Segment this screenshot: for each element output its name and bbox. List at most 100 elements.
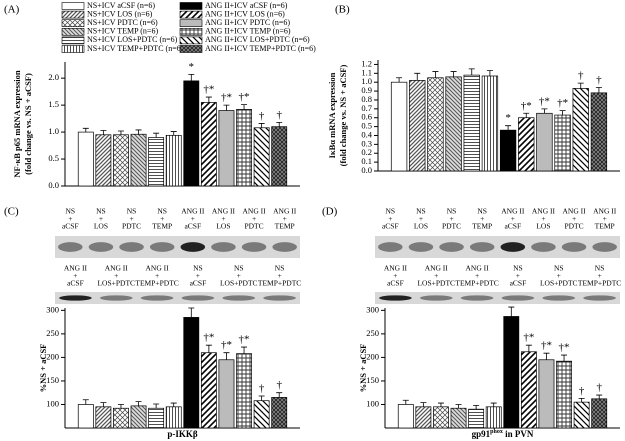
blot-lane-label: TEMP+PDTC xyxy=(578,279,621,288)
blot-band xyxy=(241,242,267,252)
y-tick-label: 300 xyxy=(46,304,59,314)
error-bar xyxy=(541,108,548,114)
blot-band xyxy=(379,295,412,301)
blot-lane-label: LOS xyxy=(414,222,428,231)
significance-marker: † xyxy=(276,379,282,391)
y-tick-label: 150 xyxy=(46,375,59,385)
legend-label: ANG II+ICV LOS+PDTC (n=6) xyxy=(205,35,310,44)
significance-marker: †* xyxy=(239,91,250,103)
significance-marker: †* xyxy=(557,97,568,109)
blot-lane-label: TEMP+PDTC xyxy=(258,279,301,288)
blot-band xyxy=(59,295,92,301)
significance-marker: †* xyxy=(221,92,232,104)
blot-lane-label: + xyxy=(541,214,545,223)
blot-lane-label: ANG II xyxy=(105,264,129,273)
blot-lane-label: NS xyxy=(554,264,564,273)
blot-lane-label: ANG II xyxy=(146,264,170,273)
bar xyxy=(236,109,252,187)
blot-band xyxy=(149,242,175,252)
legend-label: ANG II+ICV TEMP+PDTC (n=6) xyxy=(205,44,316,53)
significance-marker: * xyxy=(505,112,511,124)
blot-image xyxy=(55,292,300,304)
error-bar xyxy=(455,404,462,409)
blot-lane-label: NS xyxy=(157,207,167,216)
x-axis-label-part: gp91 xyxy=(472,429,491,439)
blot-image xyxy=(375,236,620,258)
y-tick-label: 200 xyxy=(366,351,379,361)
error-bar xyxy=(170,131,177,136)
legend-swatch xyxy=(179,10,203,19)
significance-marker: †* xyxy=(539,95,550,107)
bar xyxy=(591,398,608,429)
bar xyxy=(573,401,590,429)
blot-lane-label: ANG II xyxy=(243,207,267,216)
blot-lane-label: ANG II xyxy=(501,207,525,216)
blot-lane-label: + xyxy=(480,214,484,223)
blot-band xyxy=(542,295,576,301)
y-tick-label: 2.0 xyxy=(48,72,59,82)
blot-lane-label: + xyxy=(419,214,423,223)
blot-band xyxy=(180,242,206,252)
legend-swatch xyxy=(179,19,203,28)
error-bar xyxy=(578,397,585,403)
legend-label: ANG II+ICV LOS (n=6) xyxy=(205,9,285,18)
blot-lane-label: + xyxy=(475,271,479,280)
error-bar xyxy=(100,402,107,407)
blot-band xyxy=(140,295,174,301)
blot-lane-label: + xyxy=(597,271,601,280)
legend-swatch xyxy=(61,45,85,53)
blot-band xyxy=(272,242,297,252)
error-bar xyxy=(559,110,566,116)
y-axis-label: (fold change vs. NS + aCSF) xyxy=(23,73,33,175)
y-tick-label: 250 xyxy=(46,328,59,338)
x-axis-label-part: p-IKKβ xyxy=(167,429,198,439)
bar xyxy=(556,360,572,429)
blot-lane-label: TEMP xyxy=(595,222,615,231)
bar xyxy=(77,131,94,187)
blot-lane-label: aCSF xyxy=(510,279,527,288)
blot-lane-label: ANG II xyxy=(466,264,490,273)
bar xyxy=(130,133,147,187)
significance-marker: † xyxy=(259,383,265,395)
significance-marker: † xyxy=(276,109,282,121)
blot-band xyxy=(99,295,133,301)
blot-lane-label: + xyxy=(129,214,133,223)
error-bar xyxy=(450,71,457,77)
blot-image xyxy=(375,292,620,304)
blot-lane-label: + xyxy=(99,214,103,223)
blot-lane-label: + xyxy=(603,214,607,223)
y-tick-label: 1.2 xyxy=(361,58,372,68)
y-tick-label: 250 xyxy=(366,328,379,338)
error-bar xyxy=(432,71,439,78)
blot-lane-label: LOS xyxy=(216,222,230,231)
blot-band xyxy=(181,295,215,301)
bar xyxy=(518,117,535,172)
error-bar xyxy=(100,130,107,135)
blot-lane-label: PDTC xyxy=(244,222,263,231)
legend-label: NS+ICV aCSF (n=6) xyxy=(87,1,155,10)
error-bar xyxy=(437,402,444,407)
blot-band xyxy=(408,242,434,252)
bar xyxy=(499,129,517,172)
error-bar xyxy=(595,87,602,93)
bar xyxy=(415,406,432,429)
bar xyxy=(77,404,94,429)
legend-label: NS+ICV TEMP+PDTC (n=6) xyxy=(87,44,184,53)
blot-lane-label: NS xyxy=(96,207,106,216)
y-axis-label: %NS + aCSF xyxy=(38,344,48,393)
blot-image xyxy=(55,236,300,258)
significance-marker: †* xyxy=(523,332,534,344)
blot-lane-label: + xyxy=(68,214,72,223)
blot-band xyxy=(222,295,256,301)
error-bar xyxy=(188,74,195,81)
y-tick-label: 0.0 xyxy=(361,165,372,175)
blot-lane-label: NS xyxy=(416,207,426,216)
blot-lane-label: ANG II xyxy=(64,264,88,273)
bar xyxy=(183,317,200,429)
error-bar xyxy=(505,125,512,131)
bar xyxy=(433,406,449,429)
bar xyxy=(218,359,235,429)
y-tick-label: 300 xyxy=(366,304,379,314)
